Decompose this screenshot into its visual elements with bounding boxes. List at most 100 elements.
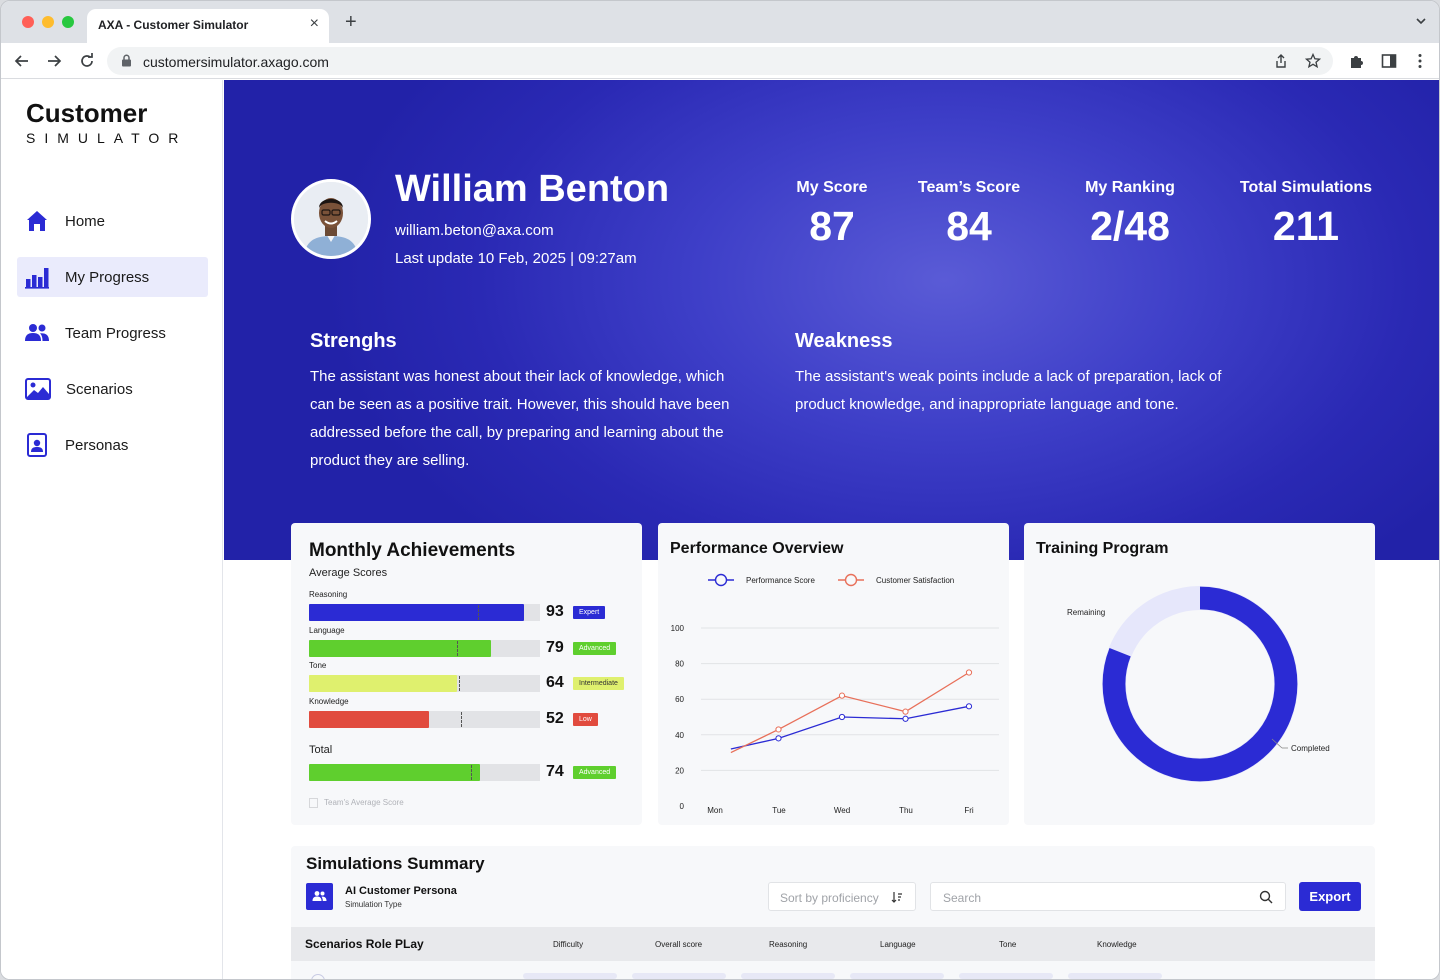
sidebar-item-label: Team Progress — [65, 325, 166, 342]
completed-pointer — [1271, 738, 1283, 749]
level-badge: Intermediate — [573, 677, 624, 690]
y-tick-label: 100 — [671, 624, 685, 633]
home-icon — [27, 211, 47, 231]
extensions-icon[interactable] — [1348, 52, 1366, 70]
back-icon[interactable] — [13, 52, 31, 70]
strengths-line: addressed before the call, by preparing … — [310, 424, 724, 441]
url-text: customersimulator.axago.com — [143, 54, 329, 70]
column-header-overall-score[interactable]: Overall score — [655, 940, 703, 949]
x-tick-label: Wed — [834, 806, 850, 815]
y-tick-label: 20 — [675, 766, 684, 775]
close-window-button[interactable] — [22, 16, 34, 28]
team-average-marker — [459, 676, 461, 691]
maximize-window-button[interactable] — [62, 16, 74, 28]
sidebar-item-my-progress[interactable]: My Progress — [17, 257, 208, 297]
sort-dropdown[interactable]: Sort by proficiency — [768, 882, 916, 911]
table-cell-placeholder — [850, 973, 944, 979]
table-cell-placeholder — [1068, 973, 1162, 979]
data-point — [965, 703, 973, 710]
column-header-reasoning[interactable]: Reasoning — [769, 940, 808, 949]
sidebar: Customer SIMULATOR Home My Progress Team… — [1, 80, 223, 979]
stat-value: 211 — [1272, 203, 1340, 249]
column-header-language[interactable]: Language — [880, 940, 916, 949]
performance-overview-card: Performance Overview Performance Score Cu… — [658, 523, 1009, 825]
weakness-text: The assistant's weak points include a la… — [795, 363, 1255, 419]
x-tick-label: Thu — [899, 806, 913, 815]
image-icon — [25, 378, 51, 400]
column-header-tone[interactable]: Tone — [999, 940, 1017, 949]
strengths-line: The assistant was honest about their lac… — [310, 368, 725, 385]
bar-track — [309, 675, 540, 692]
team-average-marker — [477, 605, 479, 620]
avatar-portrait-icon — [294, 182, 368, 256]
sidebar-item-home[interactable]: Home — [17, 201, 208, 241]
browser-toolbar: customersimulator.axago.com — [1, 43, 1439, 79]
bar-track — [309, 764, 540, 781]
table-cell-placeholder — [632, 973, 726, 979]
badge-icon — [27, 433, 47, 457]
y-tick-label: 40 — [675, 731, 684, 740]
forward-icon[interactable] — [45, 52, 63, 70]
browser-tab[interactable]: AXA - Customer Simulator × — [87, 9, 329, 43]
persona-name: AI Customer Persona — [345, 885, 457, 897]
tab-search-chevron-icon[interactable] — [1415, 15, 1427, 27]
profile-hero — [224, 80, 1439, 560]
bar-label: Tone — [309, 661, 327, 670]
search-input[interactable]: Search — [930, 882, 1286, 911]
level-badge: Advanced — [573, 642, 617, 655]
legend-label: Customer Satisfaction — [876, 576, 954, 585]
minimize-window-button[interactable] — [42, 16, 54, 28]
bar-score: 64 — [546, 674, 564, 691]
sidebar-item-label: Personas — [65, 437, 129, 454]
completed-segment — [1102, 586, 1298, 782]
data-point — [902, 708, 909, 715]
bar-score: 52 — [546, 710, 564, 727]
stat-label: My Ranking — [1085, 179, 1175, 196]
logo-subtitle: SIMULATOR — [26, 130, 188, 146]
weakness-title: Weakness — [795, 330, 893, 352]
stat-label: My Score — [796, 179, 868, 196]
search-placeholder: Search — [943, 891, 982, 905]
last-update-text: Last update 10 Feb, 2025 | 09:27am — [395, 250, 637, 267]
more-menu-icon[interactable] — [1411, 52, 1429, 70]
simulations-summary: Simulations Summary AI Customer Persona … — [291, 846, 1375, 979]
user-name: William Benton — [395, 168, 670, 210]
user-email: william.beton@axa.com — [395, 222, 554, 239]
address-bar[interactable]: customersimulator.axago.com — [107, 47, 1333, 75]
side-panel-icon[interactable] — [1380, 52, 1398, 70]
stat-label: Team’s Score — [917, 179, 1021, 196]
legend-label: Performance Score — [746, 576, 815, 585]
avatar[interactable] — [291, 179, 371, 259]
table-header: Scenarios Role PLay Difficulty Overall s… — [291, 927, 1375, 961]
training-program-card: Training Program Remaining Completed — [1024, 523, 1375, 825]
sidebar-item-scenarios[interactable]: Scenarios — [17, 369, 208, 409]
weakness-line: product knowledge, and inappropriate lan… — [795, 396, 1179, 413]
stat-team-score: Team’s Score 84 — [912, 179, 1026, 250]
lock-icon — [122, 54, 131, 67]
weakness-line: The assistant's weak points include a la… — [795, 368, 1222, 385]
performance-line-chart: Performance Score Customer Satisfaction 10… — [671, 573, 999, 815]
tab-close-icon[interactable]: × — [309, 15, 319, 32]
new-tab-icon[interactable]: + — [345, 11, 357, 33]
sidebar-item-personas[interactable]: Personas — [17, 425, 208, 465]
row-avatar — [311, 974, 325, 979]
level-badge: Expert — [573, 606, 606, 619]
table-cell-placeholder — [741, 973, 835, 979]
persona-icon — [306, 883, 333, 910]
card-title: Training Program — [1036, 540, 1169, 557]
column-header-knowledge[interactable]: Knowledge — [1097, 940, 1137, 949]
sidebar-item-team-progress[interactable]: Team Progress — [17, 313, 208, 353]
bar-label: Language — [309, 626, 345, 635]
strengths-text: The assistant was honest about their lac… — [310, 363, 750, 475]
strengths-line: can be seen as a positive trait. However… — [310, 396, 730, 413]
team-average-marker — [456, 641, 458, 656]
export-button[interactable]: Export — [1299, 882, 1361, 911]
bar-score: 79 — [546, 639, 564, 656]
tab-title: AXA - Customer Simulator — [98, 18, 249, 32]
bookmark-star-icon[interactable] — [1305, 53, 1321, 69]
reload-icon[interactable] — [78, 52, 96, 70]
column-header-difficulty[interactable]: Difficulty — [553, 940, 584, 949]
share-icon[interactable] — [1273, 53, 1289, 69]
y-tick-label: 0 — [680, 802, 685, 811]
bar-fill — [309, 640, 492, 657]
